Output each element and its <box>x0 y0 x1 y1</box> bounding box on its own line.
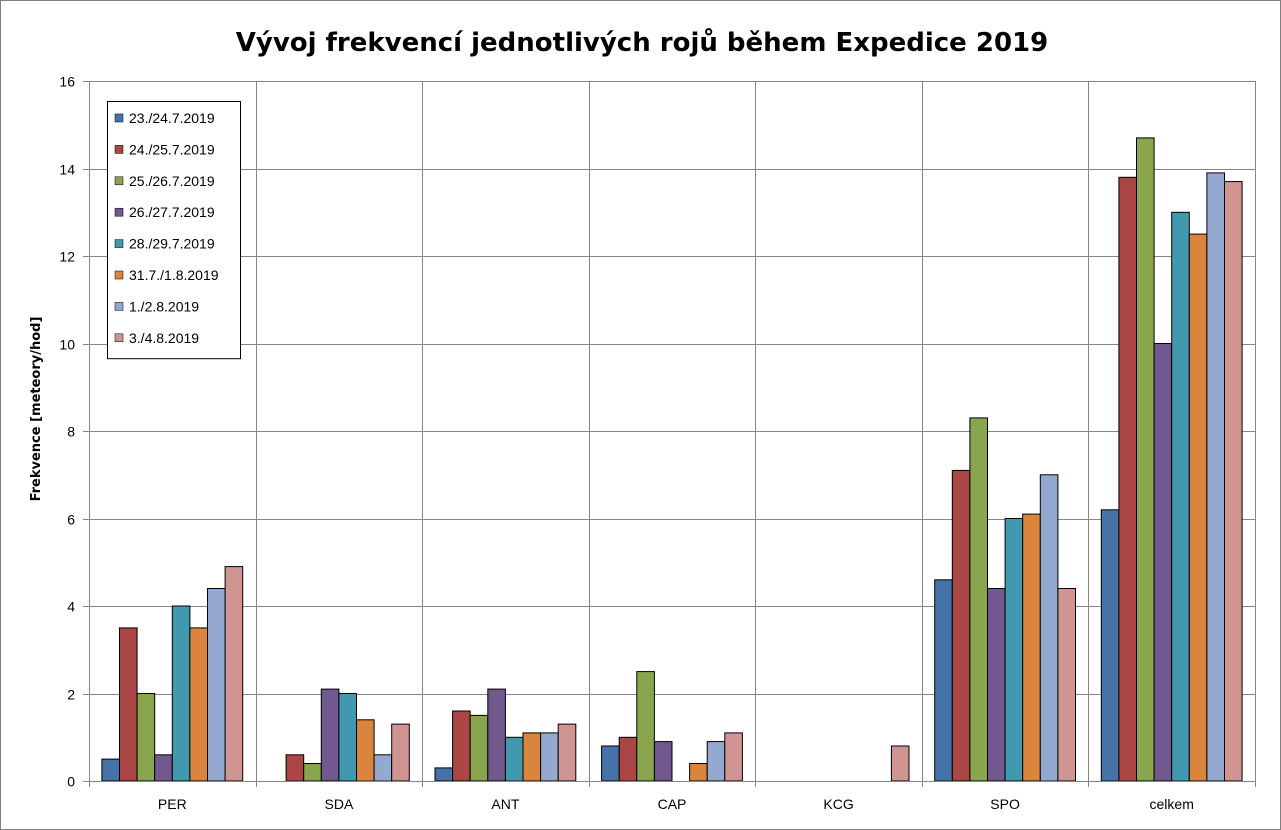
bar-per-series-6 <box>189 627 208 782</box>
legend-entry-label: 23./24.7.2019 <box>129 110 215 126</box>
legend-swatch <box>114 270 124 280</box>
y-tick-label: 16 <box>59 74 75 90</box>
legend-swatch <box>114 176 124 186</box>
x-tick-label: PER <box>158 796 187 812</box>
legend-entry-label: 28./29.7.2019 <box>129 236 215 252</box>
x-tick-label: SDA <box>325 796 354 812</box>
y-tick-label: 0 <box>67 774 75 790</box>
bar-sda-series-7 <box>373 754 393 782</box>
bar-per-series-3 <box>136 693 156 782</box>
bar-spo-series-8 <box>1057 588 1077 782</box>
legend-swatch <box>114 333 124 343</box>
bar-spo-series-6 <box>1022 513 1041 782</box>
legend-swatch <box>114 113 124 123</box>
bar-ant-series-8 <box>557 723 577 782</box>
bar-cap-series-8 <box>724 732 743 782</box>
bar-cap-series-6 <box>689 763 708 782</box>
bar-per-series-2 <box>119 627 138 782</box>
legend-swatch <box>114 302 124 311</box>
legend-entry-label: 24./25.7.2019 <box>129 141 215 157</box>
bar-ant-series-3 <box>469 714 489 782</box>
legend-entry-label: 25./26.7.2019 <box>129 173 215 189</box>
bar-per-series-4 <box>154 754 173 782</box>
legend-entry-label: 31.7./1.8.2019 <box>129 267 219 283</box>
bar-sda-series-2 <box>285 754 305 782</box>
y-tick-label: 6 <box>67 512 75 528</box>
bar-sda-series-6 <box>356 719 375 782</box>
bar-celkem-series-1 <box>1100 509 1120 782</box>
bar-spo-series-7 <box>1039 474 1059 782</box>
y-tick-label: 14 <box>59 162 75 178</box>
legend-entry-label: 3./4.8.2019 <box>129 330 199 346</box>
bar-sda-series-3 <box>303 763 322 782</box>
bar-per-series-5 <box>171 605 191 782</box>
bars <box>101 137 1243 782</box>
bar-celkem-series-4 <box>1153 343 1173 782</box>
bar-per-series-8 <box>224 566 244 782</box>
bar-ant-series-6 <box>522 732 542 782</box>
bar-ant-series-7 <box>540 732 559 782</box>
bar-per-series-1 <box>101 758 121 782</box>
y-tick-label: 10 <box>59 337 75 353</box>
bar-celkem-series-3 <box>1136 137 1155 782</box>
bar-cap-series-1 <box>601 745 620 782</box>
bar-spo-series-4 <box>987 588 1006 782</box>
bar-cap-series-7 <box>706 741 726 782</box>
x-tick-label: celkem <box>1150 796 1194 812</box>
y-tick-label: 2 <box>67 687 75 703</box>
y-tick-label: 12 <box>59 249 75 265</box>
legend: 23./24.7.2019 24./25.7.2019 25./26.7.2019 2… <box>107 101 241 360</box>
bar-ant-series-5 <box>504 736 524 782</box>
bar-spo-series-2 <box>951 469 971 782</box>
axes <box>83 81 1256 787</box>
bar-sda-series-8 <box>391 723 410 782</box>
bar-celkem-series-6 <box>1188 233 1208 782</box>
bar-celkem-series-5 <box>1171 211 1190 782</box>
bar-spo-series-5 <box>1004 518 1024 782</box>
legend-swatch <box>114 239 124 248</box>
x-tick-label: KCG <box>823 796 853 812</box>
grid <box>89 81 1256 781</box>
bar-spo-series-1 <box>934 579 953 782</box>
bar-per-series-7 <box>207 588 226 782</box>
bar-celkem-series-2 <box>1118 176 1138 782</box>
bar-sda-series-5 <box>338 693 357 782</box>
chart-title: Vývoj frekvencí jednotlivých rojů během … <box>236 27 1048 58</box>
bar-ant-series-1 <box>434 767 454 782</box>
y-tick-labels: 0 2 4 6 8 10 12 14 16 <box>59 74 75 790</box>
bar-kcg-series-8 <box>890 745 910 782</box>
bar-ant-series-2 <box>452 710 471 782</box>
x-tick-label: CAP <box>658 796 687 812</box>
x-tick-label: ANT <box>491 796 519 812</box>
x-tick-label: SPO <box>990 796 1020 812</box>
bar-spo-series-3 <box>969 417 989 782</box>
legend-swatch <box>114 207 124 217</box>
y-tick-label: 8 <box>67 424 75 440</box>
legend-entry-label: 26./27.7.2019 <box>129 204 215 220</box>
bar-ant-series-4 <box>487 688 506 782</box>
x-tick-labels: PER SDA ANT CAP KCG SPO celkem <box>158 796 1194 812</box>
bar-sda-series-4 <box>320 688 340 782</box>
bar-cap-series-2 <box>618 736 638 782</box>
y-axis-label: Frekvence [meteory/hod] <box>29 317 44 502</box>
legend-swatch <box>114 145 124 154</box>
bar-celkem-series-7 <box>1206 172 1226 782</box>
legend-entry-label: 1./2.8.2019 <box>129 298 199 314</box>
bar-cap-series-4 <box>653 741 673 782</box>
legend-box <box>107 101 241 360</box>
bar-celkem-series-8 <box>1224 181 1243 782</box>
y-tick-label: 4 <box>67 599 75 615</box>
bar-cap-series-3 <box>636 671 655 782</box>
